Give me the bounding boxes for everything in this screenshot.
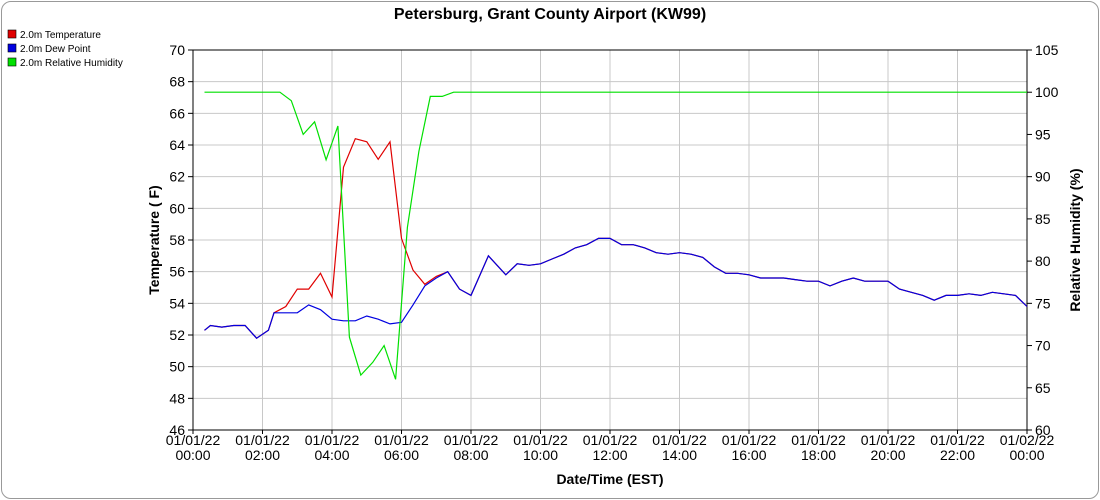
x-tick-time: 08:00 — [453, 447, 488, 463]
right-axis-ticks: 60 65 70 75 80 85 90 95 100 105 — [1027, 42, 1059, 438]
legend-label: 2.0m Temperature — [20, 30, 101, 41]
x-tick-date: 01/01/22 — [652, 432, 707, 448]
y2-tick-label: 100 — [1035, 84, 1059, 100]
y-tick-label: 52 — [169, 327, 185, 343]
x-tick-date: 01/01/22 — [513, 432, 568, 448]
x-tick-date: 01/02/22 — [1000, 432, 1055, 448]
series-line-1 — [204, 237, 1028, 339]
y-axis-title: Temperature ( F) — [146, 185, 162, 294]
y-tick-label: 60 — [169, 200, 185, 216]
x-tick-date: 01/01/22 — [444, 432, 499, 448]
x-tick-time: 14:00 — [662, 447, 697, 463]
legend-label: 2.0m Dew Point — [20, 44, 91, 55]
chart-title: Petersburg, Grant County Airport (KW99) — [394, 6, 706, 23]
x-tick-date: 01/01/22 — [791, 432, 846, 448]
y-tick-label: 62 — [169, 169, 185, 185]
y-tick-label: 68 — [169, 74, 185, 90]
x-tick-time: 00:00 — [175, 447, 210, 463]
x-axis-ticks: 01/01/2200:0001/01/2202:0001/01/2204:000… — [166, 430, 1055, 463]
y2-tick-label: 60 — [1035, 422, 1051, 438]
y2-tick-label: 65 — [1035, 380, 1051, 396]
y2-tick-label: 105 — [1035, 42, 1059, 58]
y2-tick-label: 70 — [1035, 338, 1051, 354]
y-tick-label: 64 — [169, 137, 185, 153]
y2-tick-label: 75 — [1035, 295, 1051, 311]
x-tick-date: 01/01/22 — [930, 432, 985, 448]
y2-tick-label: 80 — [1035, 253, 1051, 269]
y2-axis-title: Relative Humidity (%) — [1067, 168, 1083, 311]
x-tick-date: 01/01/22 — [166, 432, 221, 448]
y-tick-label: 56 — [169, 264, 185, 280]
legend-swatch — [7, 43, 17, 53]
x-tick-time: 12:00 — [592, 447, 627, 463]
grid — [192, 49, 1028, 431]
x-tick-date: 01/01/22 — [235, 432, 290, 448]
x-tick-date: 01/01/22 — [722, 432, 777, 448]
x-tick-time: 18:00 — [801, 447, 836, 463]
x-tick-time: 00:00 — [1009, 447, 1044, 463]
y-tick-label: 50 — [169, 359, 185, 375]
series-lines — [204, 91, 1028, 380]
x-tick-date: 01/01/22 — [861, 432, 916, 448]
x-tick-date: 01/01/22 — [305, 432, 360, 448]
legend: 2.0m Temperature 2.0m Dew Point 2.0m Relat… — [7, 29, 123, 69]
y2-tick-label: 95 — [1035, 126, 1051, 142]
x-tick-time: 04:00 — [314, 447, 349, 463]
x-tick-time: 06:00 — [384, 447, 419, 463]
x-tick-time: 22:00 — [940, 447, 975, 463]
y-tick-label: 66 — [169, 105, 185, 121]
x-tick-time: 20:00 — [870, 447, 905, 463]
x-tick-time: 02:00 — [245, 447, 280, 463]
x-axis-title: Date/Time (EST) — [556, 471, 663, 487]
y-tick-label: 46 — [169, 422, 185, 438]
y-tick-label: 54 — [169, 295, 185, 311]
x-tick-time: 16:00 — [731, 447, 766, 463]
x-tick-date: 01/01/22 — [374, 432, 429, 448]
x-tick-time: 10:00 — [523, 447, 558, 463]
y-tick-label: 70 — [169, 42, 185, 58]
x-tick-date: 01/01/22 — [583, 432, 638, 448]
y2-tick-label: 85 — [1035, 211, 1051, 227]
legend-label: 2.0m Relative Humidity — [20, 58, 123, 69]
series-line-0 — [204, 137, 1028, 339]
legend-swatch — [7, 29, 17, 39]
legend-swatch — [7, 57, 17, 67]
y2-tick-label: 90 — [1035, 169, 1051, 185]
y-tick-label: 48 — [169, 390, 185, 406]
y-tick-label: 58 — [169, 232, 185, 248]
series-line-2 — [204, 91, 1027, 380]
left-axis-ticks: 46 48 50 52 54 56 58 60 62 64 66 68 70 — [169, 42, 193, 438]
